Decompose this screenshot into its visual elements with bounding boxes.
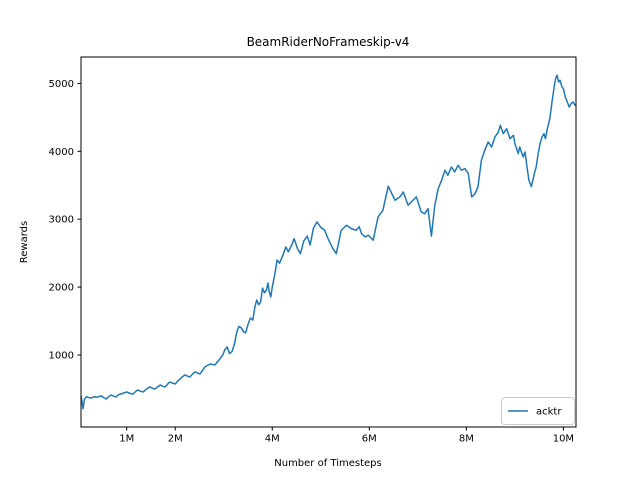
legend: acktr: [501, 397, 575, 425]
x-tick-label: 4M: [265, 434, 280, 445]
y-axis-label: Rewards: [19, 221, 30, 263]
series-line-acktr: [80, 74, 576, 410]
y-tick-label: 1000: [49, 350, 74, 361]
x-tick-label: 1M: [119, 434, 134, 445]
y-tick-label: 2000: [49, 283, 74, 294]
y-tick-label: 5000: [49, 79, 74, 90]
y-tick-label: 4000: [49, 147, 74, 158]
y-tick-label: 3000: [49, 215, 74, 226]
x-tick-label: 10M: [553, 434, 574, 445]
x-axis-label: Number of Timesteps: [274, 458, 381, 469]
x-tick-label: 2M: [168, 434, 183, 445]
legend-entry-label: acktr: [536, 407, 562, 418]
legend-box: [501, 397, 575, 425]
axes-spines: [80, 56, 577, 428]
x-tick-label: 8M: [459, 434, 474, 445]
plot-area: 1M 2M 4M 6M 8M 10M 1000 2000 3000 4000 5000: [49, 74, 576, 445]
chart-title: BeamRiderNoFrameskip-v4: [247, 35, 410, 49]
x-tick-label: 6M: [362, 434, 377, 445]
